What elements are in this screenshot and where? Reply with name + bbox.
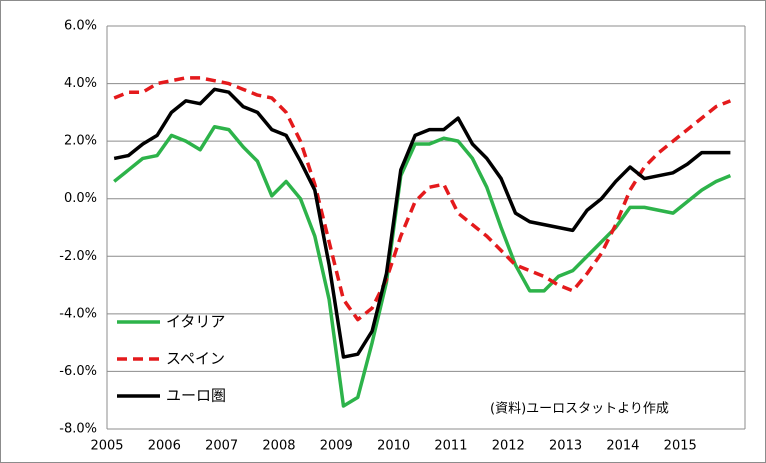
y-tick-label: -6.0% (59, 364, 97, 379)
y-tick-label: -4.0% (59, 306, 97, 321)
x-tick-label: 2010 (377, 439, 410, 454)
series-line (113, 125, 732, 408)
y-tick-label: -8.0% (59, 422, 97, 437)
x-tick-label: 2005 (90, 439, 123, 454)
legend-label: ユーロ圏 (166, 387, 226, 405)
x-tick-label: 2009 (320, 439, 353, 454)
y-tick-label: 0.0% (64, 191, 97, 206)
x-tick-label: 2011 (434, 439, 467, 454)
x-tick-label: 2007 (205, 439, 238, 454)
y-tick-label: -2.0% (59, 249, 97, 264)
x-tick-label: 2012 (492, 439, 525, 454)
x-tick-label: 2006 (148, 439, 181, 454)
series-line (113, 76, 732, 322)
y-tick-label: 6.0% (64, 19, 97, 34)
x-tick-label: 2014 (606, 439, 639, 454)
legend-label: イタリア (166, 313, 225, 331)
legend-label: スペイン (166, 350, 225, 368)
x-tick-label: 2015 (664, 439, 697, 454)
y-tick-label: 4.0% (64, 76, 97, 91)
x-tick-label: 2013 (549, 439, 582, 454)
x-tick-label: 2008 (262, 439, 295, 454)
series-line (113, 87, 731, 359)
annotation: (資料)ユーロスタットより作成 (490, 402, 669, 417)
y-tick-label: 2.0% (64, 134, 97, 149)
